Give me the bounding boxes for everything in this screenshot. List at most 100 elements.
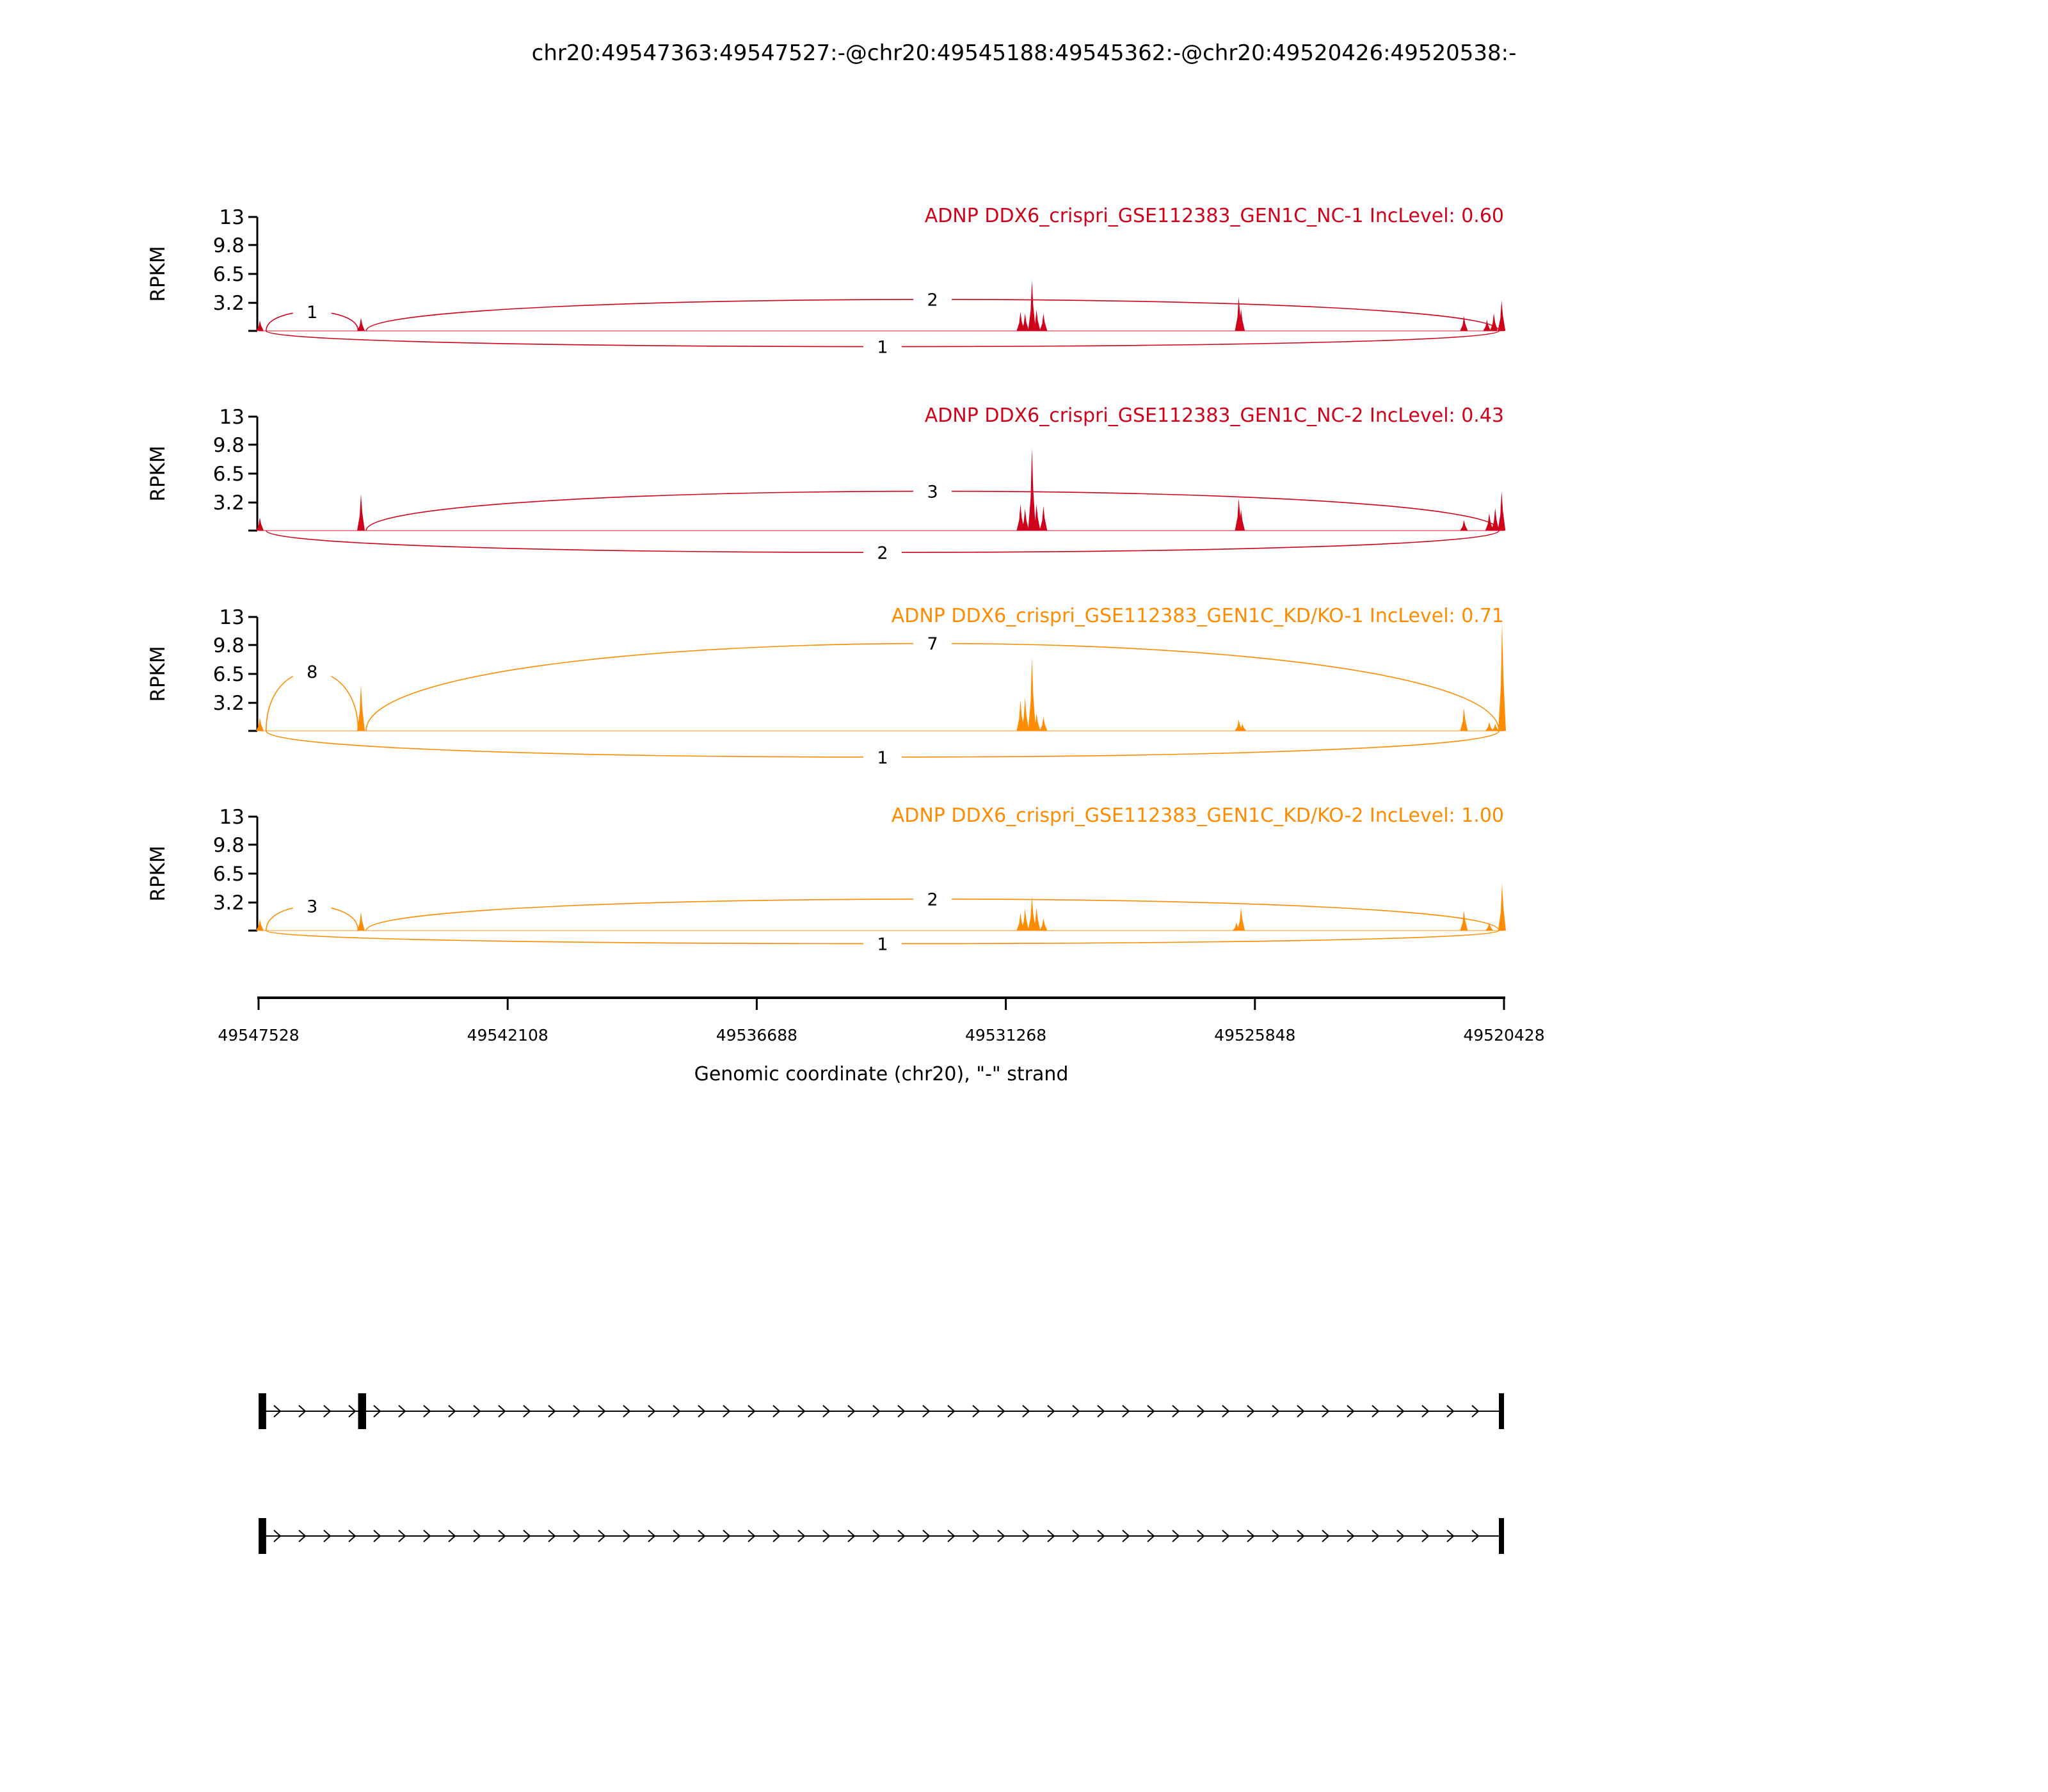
strand-arrow-icon: [323, 1405, 332, 1418]
strand-arrow-icon: [1147, 1405, 1155, 1418]
coverage-peak: [1485, 722, 1493, 731]
strand-arrow-icon: [922, 1405, 931, 1418]
junction-count: 7: [927, 634, 938, 654]
coverage-panel: ADNP DDX6_crispri_GSE112383_GEN1C_KD/KO-…: [147, 605, 1506, 769]
junction-count: 2: [877, 543, 888, 563]
coverage-peak: [1237, 908, 1245, 931]
strand-arrow-icon: [723, 1405, 731, 1418]
x-tick-label: 49525848: [1214, 1026, 1295, 1044]
strand-arrow-icon: [822, 1530, 831, 1542]
strand-arrow-icon: [473, 1405, 481, 1418]
strand-arrow-icon: [323, 1530, 332, 1542]
strand-arrow-icon: [897, 1405, 906, 1418]
strand-arrow-icon: [872, 1530, 881, 1542]
coverage-peak: [1021, 697, 1029, 731]
strand-arrow-icon: [1022, 1405, 1030, 1418]
strand-arrow-icon: [1297, 1530, 1305, 1542]
strand-arrow-icon: [723, 1530, 731, 1542]
coverage-peak: [1028, 280, 1036, 331]
strand-arrow-icon: [972, 1405, 980, 1418]
y-axis-label: RPKM: [147, 246, 170, 301]
strand-arrow-icon: [797, 1405, 806, 1418]
coverage-peak: [1235, 719, 1243, 731]
y-tick-label: 13: [220, 206, 244, 229]
x-tick-label: 49542108: [467, 1026, 548, 1044]
strand-arrow-icon: [673, 1530, 681, 1542]
y-tick-label: 9.8: [213, 234, 244, 257]
coverage-peak: [1237, 509, 1245, 531]
junction-label-bg: [863, 746, 902, 769]
y-tick-label: 6.5: [213, 463, 244, 486]
coverage-peak: [1021, 313, 1029, 331]
coverage-peak: [256, 517, 264, 531]
figure-title: chr20:49547363:49547527:-@chr20:49545188…: [532, 40, 1517, 66]
strand-arrow-icon: [1022, 1530, 1030, 1542]
junction-count: 1: [877, 935, 888, 955]
coverage-peak: [1485, 922, 1493, 931]
strand-arrow-icon: [1097, 1530, 1105, 1542]
strand-arrow-icon: [1396, 1405, 1405, 1418]
y-tick-label: 13: [220, 606, 244, 629]
strand-arrow-icon: [1172, 1405, 1180, 1418]
y-tick-label: 13: [220, 806, 244, 829]
strand-arrow-icon: [922, 1530, 931, 1542]
coverage-peak: [1498, 883, 1506, 931]
junction-count: 1: [877, 338, 888, 358]
strand-arrow-icon: [1322, 1405, 1330, 1418]
x-axis-label: Genomic coordinate (chr20), "-" strand: [694, 1063, 1069, 1085]
strand-arrow-icon: [348, 1405, 356, 1418]
coverage-peak: [1032, 504, 1041, 531]
strand-arrow-icon: [673, 1405, 681, 1418]
coverage-peak: [1238, 724, 1247, 731]
strand-arrow-icon: [498, 1530, 506, 1542]
strand-arrow-icon: [772, 1530, 781, 1542]
strand-arrow-icon: [847, 1530, 856, 1542]
strand-arrow-icon: [423, 1405, 431, 1418]
coverage-panel: ADNP DDX6_crispri_GSE112383_GEN1C_NC-1 I…: [147, 205, 1506, 358]
coverage-peak: [1028, 448, 1036, 531]
strand-arrow-icon: [772, 1405, 781, 1418]
x-tick-label: 49536688: [716, 1026, 797, 1044]
coverage-peak: [1032, 310, 1041, 331]
y-axis-label: RPKM: [147, 445, 170, 501]
x-tick-label: 49531268: [965, 1026, 1046, 1044]
strand-arrow-icon: [398, 1530, 406, 1542]
junction-label-bg: [292, 300, 332, 323]
coverage-peak: [1016, 913, 1025, 931]
y-tick-label: 3.2: [213, 892, 244, 915]
y-tick-label: 3.2: [213, 292, 244, 315]
junction-label-bg: [913, 479, 952, 503]
coverage-peak: [1460, 708, 1468, 731]
y-tick-label: 9.8: [213, 434, 244, 457]
coverage-peak: [356, 317, 365, 331]
coverage-peak: [356, 493, 365, 531]
strand-arrow-icon: [1247, 1530, 1255, 1542]
strand-arrow-icon: [1446, 1405, 1455, 1418]
y-tick-label: 3.2: [213, 492, 244, 515]
junction-count: 1: [877, 748, 888, 768]
strand-arrow-icon: [1222, 1405, 1230, 1418]
strand-arrow-icon: [648, 1530, 656, 1542]
exon: [1499, 1393, 1505, 1429]
coverage-peak: [1460, 910, 1468, 931]
strand-arrow-icon: [273, 1405, 282, 1418]
strand-arrow-icon: [1347, 1405, 1355, 1418]
strand-arrow-icon: [1272, 1405, 1280, 1418]
coverage-peak: [356, 912, 365, 931]
strand-arrow-icon: [648, 1405, 656, 1418]
y-tick-label: 9.8: [213, 634, 244, 657]
exon: [259, 1393, 266, 1429]
junction-label-bg: [913, 887, 952, 911]
junction-label-bg: [913, 287, 952, 311]
strand-arrow-icon: [947, 1405, 956, 1418]
strand-arrow-icon: [1297, 1405, 1305, 1418]
coverage-peak: [256, 919, 264, 931]
x-axis: 49547528 49542108 49536688 49531268 49525848…: [218, 996, 1545, 1085]
panel-title: ADNP DDX6_crispri_GSE112383_GEN1C_KD/KO-…: [892, 605, 1504, 627]
strand-arrow-icon: [1097, 1405, 1105, 1418]
strand-arrow-icon: [1372, 1530, 1380, 1542]
strand-arrow-icon: [548, 1530, 556, 1542]
strand-arrow-icon: [698, 1405, 706, 1418]
strand-arrow-icon: [1421, 1530, 1430, 1542]
coverage-peak: [356, 684, 365, 731]
